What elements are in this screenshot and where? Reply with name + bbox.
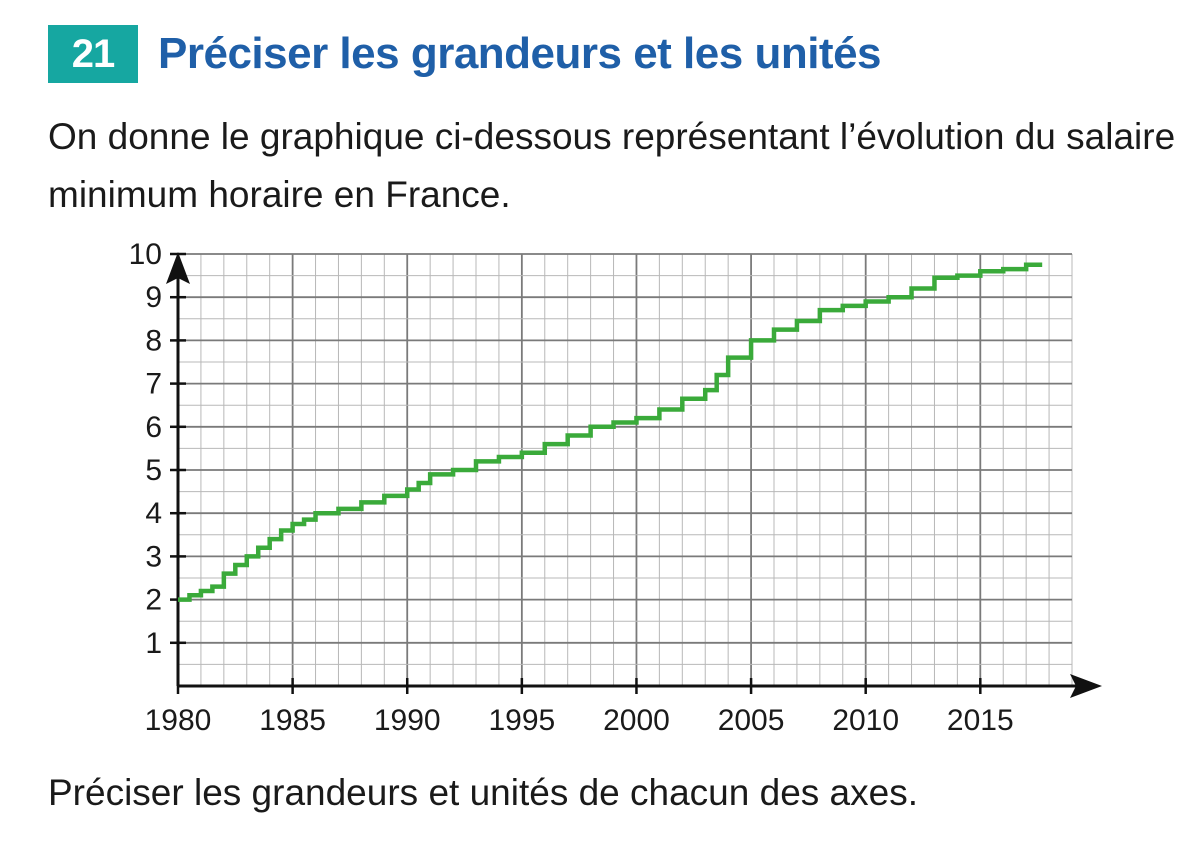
chart-series [178, 262, 1043, 602]
chart-axes [166, 252, 1102, 698]
x-tick-label: 2000 [603, 704, 670, 737]
chart-grid [178, 253, 1073, 686]
y-axis-arrow [166, 252, 190, 284]
x-tick-label: 1985 [259, 704, 326, 737]
x-tick-label: 2005 [718, 704, 785, 737]
y-tick-label: 9 [145, 281, 162, 314]
x-tick-label: 1980 [145, 704, 212, 737]
exercise-intro: On donne le graphique ci-dessous représe… [48, 116, 1176, 215]
x-tick-label: 1995 [488, 704, 555, 737]
x-axis-arrow [1070, 674, 1102, 698]
y-tick-label: 8 [145, 324, 162, 357]
y-tick-label: 10 [129, 238, 162, 271]
series-line-salaire-minimum [178, 262, 1043, 602]
exercise-title: Préciser les grandeurs et les unités [158, 29, 882, 78]
y-tick-label: 1 [145, 627, 162, 660]
x-tick-label: 2010 [832, 704, 899, 737]
y-tick-label: 6 [145, 411, 162, 444]
exercise-question: Préciser les grandeurs et unités de chac… [48, 772, 918, 813]
y-tick-label: 4 [145, 497, 162, 530]
y-tick-label: 5 [145, 454, 162, 487]
exercise-number-badge: 21 [48, 25, 138, 83]
exercise-header: 21 Préciser les grandeurs et les unités [48, 22, 882, 86]
x-tick-label: 1990 [374, 704, 441, 737]
y-tick-label: 3 [145, 540, 162, 573]
y-tick-label: 2 [145, 584, 162, 617]
x-tick-label: 2015 [947, 704, 1014, 737]
y-tick-label: 7 [145, 368, 162, 401]
chart-tick-labels: 1980 1985 1990 1995 2000 2005 2010 2015 1 2 3 4 5 6 7 8… [129, 238, 1014, 737]
